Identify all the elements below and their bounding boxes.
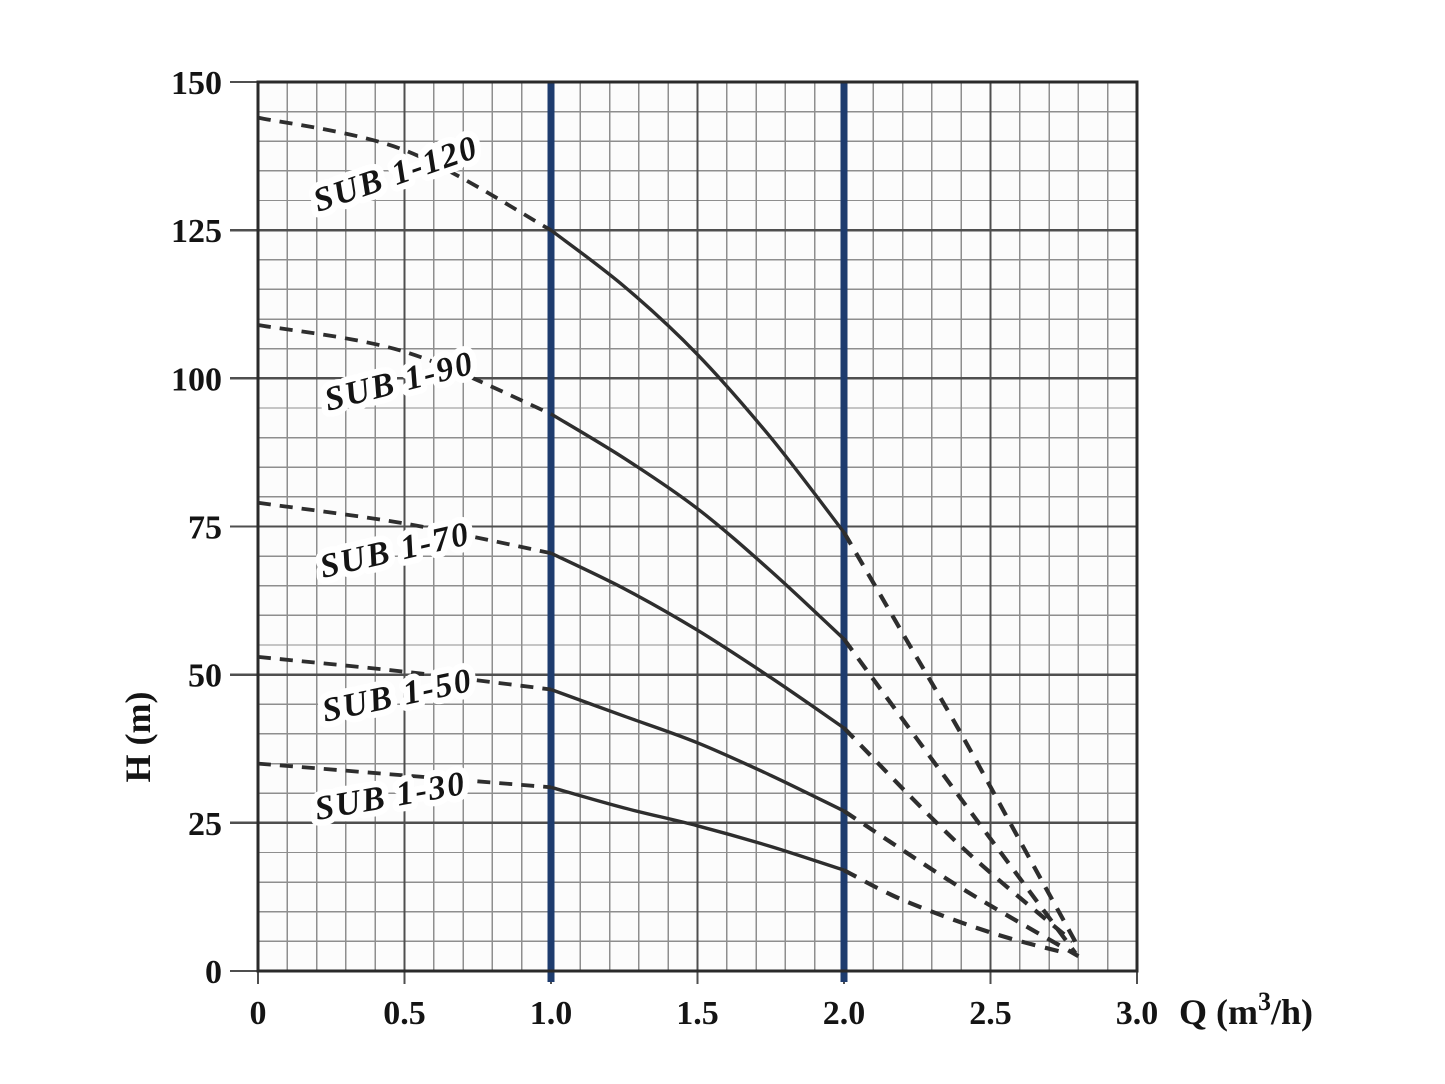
y-tick-label-100: 100 [171, 361, 222, 398]
x-tick-label-2.0: 2.0 [823, 995, 866, 1032]
pump-curve-SUB-1-90-dashed-tail [842, 637, 1078, 955]
pump-curve-SUB-1-50-dashed-tail [842, 809, 1080, 959]
y-tick-label-50: 50 [188, 658, 222, 695]
pump-curve-SUB-1-120-dashed-tail [842, 531, 1081, 949]
plot-border [256, 80, 1139, 973]
x-tick-label-2.5: 2.5 [969, 995, 1012, 1032]
y-tick-label-0: 0 [205, 954, 222, 991]
pump-curve-SUB-1-90-solid [550, 412, 846, 641]
pump-curve-SUB-1-50-dashed-head [257, 655, 552, 692]
pump-curve-SUB-1-70-dashed-head [257, 500, 552, 556]
x-tick-label-1.0: 1.0 [530, 995, 573, 1032]
x-tick-label-3.0: 3.0 [1116, 995, 1159, 1032]
pump-curve-SUB-1-30-solid [550, 785, 845, 872]
y-tick-label-150: 150 [171, 65, 222, 102]
pump-curve-SUB-1-90-dashed-head [257, 323, 552, 416]
pump-curve-SUB-1-120-solid [549, 228, 846, 534]
y-axis-title: H (m) [118, 692, 158, 783]
x-axis-title: Q (m3/h) [1179, 987, 1313, 1032]
x-tick-label-0.5: 0.5 [383, 995, 426, 1032]
pump-curve-SUB-1-70-solid [550, 551, 845, 730]
pump-curve-SUB-1-30-dashed-head [257, 761, 552, 790]
y-tick-label-125: 125 [171, 213, 222, 250]
x-tick-label-0: 0 [250, 995, 267, 1032]
pump-curve-SUB-1-30-dashed-tail [843, 868, 1068, 956]
y-tick-label-75: 75 [188, 510, 222, 547]
pump-curve-SUB-1-50-solid [550, 687, 845, 813]
y-tick-label-25: 25 [188, 806, 222, 843]
x-tick-label-1.5: 1.5 [676, 995, 719, 1032]
